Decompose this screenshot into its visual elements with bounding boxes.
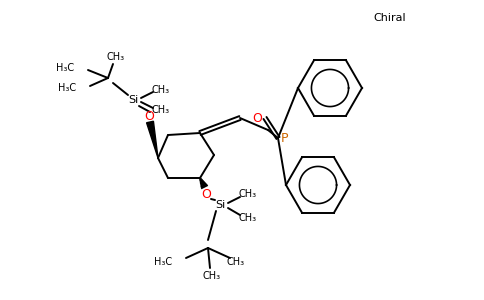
Text: H₃C: H₃C xyxy=(58,83,76,93)
Text: H₃C: H₃C xyxy=(154,257,172,267)
Text: CH₃: CH₃ xyxy=(227,257,245,267)
Text: CH₃: CH₃ xyxy=(203,271,221,281)
Text: CH₃: CH₃ xyxy=(107,52,125,62)
Text: Si: Si xyxy=(128,95,138,105)
Text: O: O xyxy=(144,110,154,122)
Text: O: O xyxy=(252,112,262,125)
Text: CH₃: CH₃ xyxy=(239,189,257,199)
Text: CH₃: CH₃ xyxy=(152,105,170,115)
Text: CH₃: CH₃ xyxy=(152,85,170,95)
Text: O: O xyxy=(201,188,211,202)
Text: CH₃: CH₃ xyxy=(239,213,257,223)
Text: H₃C: H₃C xyxy=(56,63,74,73)
Text: Si: Si xyxy=(215,200,225,210)
Text: P: P xyxy=(280,133,288,146)
Polygon shape xyxy=(147,121,158,158)
Text: Chiral: Chiral xyxy=(374,13,406,23)
